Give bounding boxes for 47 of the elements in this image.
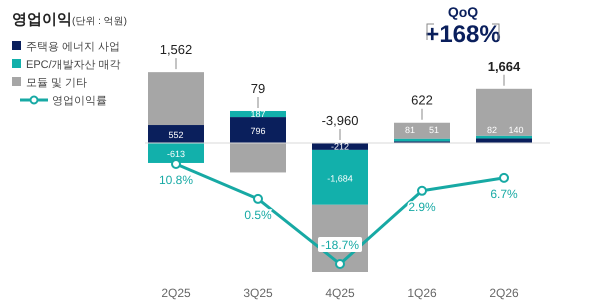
- text: +168%: [425, 21, 501, 48]
- total-label: 1,562: [160, 42, 192, 58]
- total-label: 79: [250, 80, 266, 96]
- x-tick-label: 4Q25: [325, 286, 355, 300]
- point: [335, 259, 345, 269]
- data-label: 6.7%: [490, 186, 518, 201]
- point: [499, 172, 509, 183]
- point: [171, 159, 181, 169]
- legend-label: 영업이익률: [52, 95, 107, 107]
- legend-label: EPC/개발자산 매각: [26, 59, 121, 71]
- legend-label: 주택용 에너지 사업: [26, 41, 120, 53]
- data-label: 2.9%: [408, 200, 436, 214]
- data-label: 0.5%: [244, 208, 272, 222]
- data-label: 187: [250, 109, 266, 120]
- bar: [230, 117, 286, 143]
- chart-title: 영업이익: [12, 11, 72, 28]
- x-tick-label: 2Q26: [489, 286, 519, 300]
- data-label: 796: [250, 126, 266, 136]
- point: [253, 194, 263, 204]
- bar: [148, 125, 204, 143]
- data-label: 140: [508, 125, 524, 135]
- x-tick-label: 2Q25: [161, 286, 191, 300]
- point: [417, 186, 427, 196]
- data-label: -613: [166, 148, 186, 159]
- total-label: 622: [411, 92, 433, 108]
- bar: [394, 122, 450, 139]
- x-tick-label: 1Q26: [407, 286, 437, 300]
- bar: [476, 88, 532, 136]
- bar: [476, 136, 532, 138]
- chart-subtitle: (단위 : 억원): [72, 16, 127, 27]
- data-label: 51: [428, 125, 440, 135]
- data-label: -1,684: [327, 173, 353, 184]
- total-label: -3,960: [322, 113, 358, 128]
- data-label: 82: [486, 125, 498, 135]
- bar: [394, 138, 450, 142]
- data-label: 10.8%: [158, 173, 194, 187]
- text: QoQ: [448, 4, 478, 20]
- total-label: 1,664: [488, 58, 522, 74]
- data-label: 552: [168, 130, 184, 140]
- data-label: 81: [404, 125, 416, 135]
- bar: [312, 150, 368, 205]
- data-label: -18.7%: [320, 238, 360, 252]
- bar: [148, 72, 204, 126]
- bar: [230, 143, 286, 172]
- x-tick-label: 3Q25: [243, 286, 273, 300]
- data-label: -212: [330, 141, 350, 152]
- legend-label: 모듈 및 기타: [26, 77, 88, 89]
